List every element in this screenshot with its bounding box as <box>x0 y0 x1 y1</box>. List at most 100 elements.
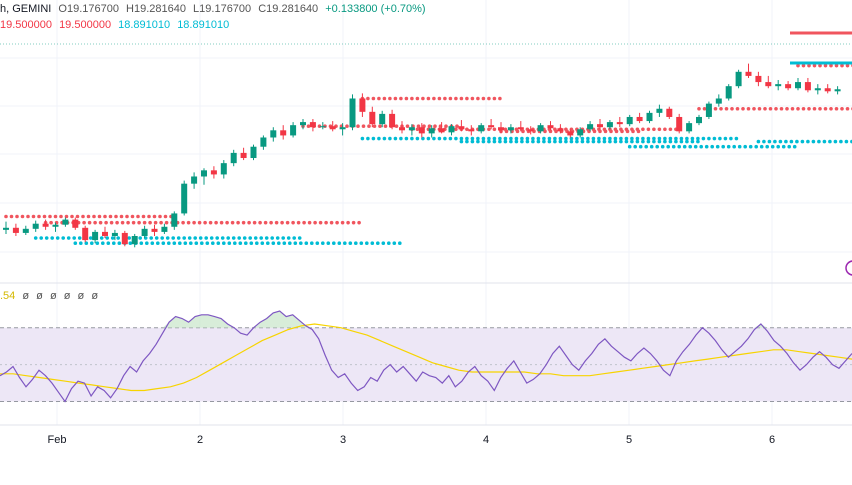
resistance-level-2-dot <box>454 96 458 101</box>
support-level-1-dot <box>354 241 358 245</box>
support-level-1-dot <box>117 241 122 245</box>
candle-body <box>755 75 762 83</box>
candle-body <box>676 116 683 132</box>
candle-body <box>220 163 227 175</box>
support-level-3-dot <box>487 139 491 144</box>
support-level-2-dot <box>470 136 475 141</box>
support-level-2-dot <box>531 136 535 141</box>
support-level-2-dot <box>509 136 513 141</box>
support-level-2-dot <box>492 136 497 141</box>
support-level-0-dot <box>292 236 297 240</box>
support-level-4-dot <box>677 144 681 149</box>
resistance-level-5-dot <box>603 129 608 134</box>
support-level-4-dot <box>699 144 703 149</box>
candle-body <box>349 98 356 128</box>
support-level-2-dot <box>410 136 414 141</box>
resistance-level-0-dot <box>97 214 102 219</box>
support-level-3-dot <box>685 139 689 144</box>
resistance-level-0-dot <box>26 214 30 219</box>
resistance-level-0-dot <box>81 214 85 219</box>
resistance-level-4-dot <box>415 127 420 132</box>
resistance-level-1-dot <box>318 220 323 225</box>
resistance-level-6-dot <box>752 106 756 111</box>
resistance-level-6-dot <box>697 106 701 111</box>
resistance-level-5-dot <box>609 129 613 134</box>
support-level-4-dot <box>732 144 736 149</box>
support-level-2-dot <box>602 136 607 141</box>
resistance-level-1-dot <box>93 220 97 225</box>
resistance-level-5-dot <box>515 129 520 134</box>
resistance-level-6-dot <box>801 106 806 111</box>
resistance-level-7-dot <box>823 63 828 68</box>
support-level-3-dot <box>503 139 508 144</box>
indicator-value-3: 18.891010 <box>118 19 171 31</box>
resistance-level-1-dot <box>219 220 224 225</box>
support-level-5-dot <box>806 139 810 144</box>
support-level-4-dot <box>671 144 676 149</box>
resistance-level-1-dot <box>82 220 86 225</box>
support-level-0-dot <box>55 236 60 240</box>
resistance-level-4-dot <box>487 127 491 132</box>
support-level-1-dot <box>277 241 281 245</box>
support-level-3-dot <box>492 139 497 144</box>
candle-body <box>270 130 277 138</box>
support-level-2-dot <box>630 136 634 141</box>
support-level-3-dot <box>558 139 563 144</box>
candle-body <box>359 98 366 112</box>
support-level-4-dot <box>754 144 758 149</box>
resistance-level-7-dot <box>834 63 839 68</box>
resistance-level-2-dot <box>371 96 376 101</box>
support-level-2-dot <box>718 136 722 141</box>
support-level-3-dot <box>652 139 656 144</box>
support-level-1-dot <box>304 241 309 245</box>
support-level-4-dot <box>776 144 780 149</box>
support-level-2-dot <box>641 136 645 141</box>
support-level-2-dot <box>393 136 398 141</box>
support-level-1-dot <box>392 241 397 245</box>
support-level-1-dot <box>370 241 375 245</box>
resistance-level-5-dot <box>554 129 558 134</box>
candle-body <box>389 113 396 128</box>
support-level-1-dot <box>139 241 144 245</box>
resistance-level-0-dot <box>64 214 69 219</box>
candle-body <box>151 228 158 232</box>
candle-body <box>468 129 475 132</box>
resistance-level-1-dot <box>153 220 158 225</box>
support-level-2-dot <box>591 136 596 141</box>
resistance-level-1-dot <box>225 220 229 225</box>
resistance-level-2-dot <box>399 96 403 101</box>
resistance-level-0-dot <box>92 214 96 219</box>
resistance-level-3-dot <box>317 124 322 129</box>
support-level-3-dot <box>690 139 695 144</box>
candle-body <box>597 124 603 128</box>
resistance-level-4-dot <box>663 127 667 132</box>
support-level-5-dot <box>811 139 816 144</box>
rsi-value: .54 <box>0 290 16 302</box>
resistance-level-1-dot <box>351 220 356 225</box>
rsi-extra-1: ø <box>22 290 30 302</box>
resistance-level-1-dot <box>285 220 290 225</box>
resistance-level-4-dot <box>668 127 673 132</box>
candle-body <box>814 88 821 91</box>
candlestick-series <box>3 63 841 248</box>
candle-body <box>339 127 346 130</box>
support-level-1-dot <box>249 241 254 245</box>
support-level-3-dot <box>608 139 612 144</box>
resistance-level-7-dot <box>801 63 806 68</box>
candle-body <box>408 127 415 131</box>
resistance-level-1-dot <box>236 220 240 225</box>
support-level-2-dot <box>360 136 365 141</box>
support-level-4-dot <box>633 144 637 149</box>
support-level-2-dot <box>558 136 563 141</box>
resistance-level-0-dot <box>75 214 80 219</box>
support-level-2-dot <box>481 136 486 141</box>
resistance-level-2-dot <box>382 96 387 101</box>
rsi-extra-3: ø <box>49 290 57 302</box>
support-level-0-dot <box>149 236 153 240</box>
support-level-1-dot <box>161 241 166 245</box>
resistance-level-1-dot <box>313 220 317 225</box>
resistance-level-1-dot <box>181 220 185 225</box>
support-level-4-dot <box>781 144 786 149</box>
support-level-1-dot <box>167 241 171 245</box>
